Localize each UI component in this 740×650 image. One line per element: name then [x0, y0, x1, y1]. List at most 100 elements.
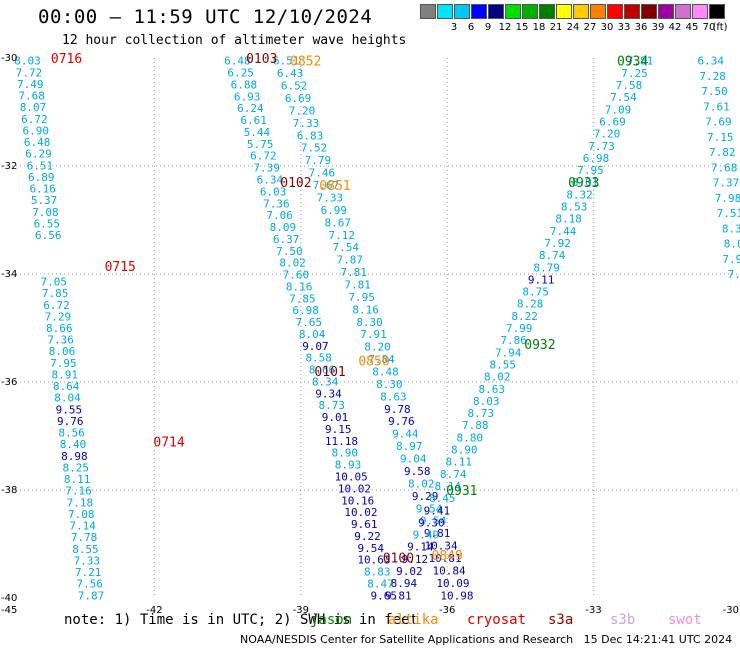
wave-height-value: 8.64: [53, 380, 80, 393]
legend-swatch: [556, 4, 572, 19]
legend-swatch: [675, 4, 691, 19]
wave-height-value: 8.83: [364, 566, 391, 579]
wave-height-value: 10.34: [425, 540, 458, 553]
wave-height-value: 9.54: [420, 515, 447, 528]
wave-height-value: 7.54: [332, 241, 359, 254]
legend-label: 45: [685, 22, 699, 33]
x-tick-label: -45: [1, 605, 17, 616]
legend-swatch: [590, 4, 606, 19]
wave-height-value: 7.29: [45, 310, 72, 323]
wave-height-value: 6.83: [297, 129, 324, 142]
wave-height-value: 6.37: [273, 233, 300, 246]
wave-height-value: 7.86: [500, 334, 527, 347]
wave-height-value: 6.25: [227, 67, 254, 80]
wave-height-value: 6.56: [35, 229, 62, 242]
wave-height-value: 8.30: [376, 378, 403, 391]
wave-height-value: 7.91: [360, 328, 387, 341]
legend-label: 33: [617, 22, 631, 33]
wave-height-value: 8.18: [555, 213, 582, 226]
wave-height-value: 8.06: [49, 345, 76, 358]
y-tick-label: -38: [1, 485, 17, 496]
wave-height-value: 7.33: [74, 554, 101, 567]
wave-height-value: 7.52: [301, 142, 328, 155]
wave-height-value: 7.95: [577, 164, 604, 177]
wave-height-value: 7.68: [18, 90, 45, 103]
wave-height-value: 8.66: [309, 364, 336, 377]
wave-height-value: 8.30: [356, 316, 383, 329]
wave-height-value: 7.09: [605, 103, 632, 116]
wave-height-value: 7.85: [289, 292, 316, 305]
pass-time-label: 0103: [246, 52, 277, 67]
satellite-key-jason: jason: [310, 612, 353, 628]
legend-label: 15: [515, 22, 529, 33]
legend-label: 24: [566, 22, 580, 33]
wave-height-value: 8.02: [279, 257, 306, 270]
wave-height-value: 7.81: [344, 278, 371, 291]
wave-height-value: 8.14: [435, 480, 462, 493]
wave-height-value: 8.53: [561, 201, 588, 214]
wave-height-value: 6.72: [21, 113, 48, 126]
wave-height-value: 7.7: [728, 268, 740, 281]
wave-height-value: 7.54: [610, 91, 637, 104]
satellite-key-swot: swot: [668, 612, 702, 628]
pass-time-label: 0100: [383, 552, 414, 567]
wave-height-value: 7.06: [266, 209, 293, 222]
wave-height-value: 6.98: [292, 304, 319, 317]
wave-height-value: 9.54: [416, 502, 443, 515]
legend-swatch: [505, 4, 521, 19]
wave-height-value: 6.34: [257, 174, 284, 187]
legend-swatch: [624, 4, 640, 19]
y-tick-label: -40: [1, 593, 17, 604]
wave-height-value: 8.07: [20, 101, 47, 114]
wave-height-value: 8.94: [391, 577, 418, 590]
wave-height-value: 7.81: [340, 266, 367, 279]
wave-height-value: 7.21: [75, 566, 102, 579]
wave-height-value: 9.81: [424, 527, 451, 540]
wave-height-value: 9.65: [371, 589, 398, 602]
wave-height-value: 7.44: [550, 225, 577, 238]
wave-height-value: 9.61: [351, 518, 378, 531]
wave-height-value: 8.40: [60, 438, 87, 451]
wave-height-value: 7.05: [40, 276, 67, 289]
wave-height-value: 7.94: [495, 346, 522, 359]
wave-height-value: 8.09: [270, 221, 297, 234]
wave-height-value: 8.11: [446, 456, 473, 469]
wave-height-value: 9.34: [315, 387, 342, 400]
wave-height-value: 8.73: [318, 399, 345, 412]
legend-label: 6: [467, 22, 475, 33]
wave-height-value: 8.55: [72, 543, 99, 556]
wave-height-value: 9.14: [407, 541, 434, 554]
pass-time-label: 0932: [524, 338, 555, 353]
wave-height-value: 7.73: [588, 140, 615, 153]
wave-height-value: 8.25: [63, 461, 90, 474]
wave-height-value: 8.04: [299, 328, 326, 341]
legend-swatch: [522, 4, 538, 19]
legend-swatch: [709, 4, 725, 19]
wave-height-value: 7.87: [336, 254, 363, 267]
satellite-key-s3a: s3a: [548, 612, 574, 628]
wave-height-value: 7.94: [722, 253, 740, 266]
wave-height-value: 7.50: [276, 245, 303, 258]
wave-height-value: 6.93: [234, 90, 261, 103]
credit-line: NOAA/NESDIS Center for Satellite Applica…: [240, 633, 733, 646]
pass-time-label: 0934: [617, 55, 648, 70]
wave-height-value: 9.02: [396, 565, 423, 578]
wave-height-value: 8.97: [396, 440, 423, 453]
wave-height-value: 9.30: [418, 516, 445, 529]
pass-labels: 0716 0715 0714 0103 0102 0101 0100 0852 0851 0850…: [51, 52, 649, 567]
legend-swatch: [471, 4, 487, 19]
y-tick-label: -32: [1, 161, 17, 172]
wave-height-value: 6.90: [23, 124, 50, 137]
legend-label: 36: [634, 22, 648, 33]
wave-height-value: 8.93: [335, 459, 362, 472]
wave-height-value: 8.91: [52, 368, 79, 381]
pass-time-label: 0851: [319, 179, 350, 194]
wave-height-value: 8.80: [457, 431, 484, 444]
wave-height-value: 11.18: [325, 435, 358, 448]
wave-height-value: 6.72: [250, 150, 277, 163]
wave-height-value: 8.58: [305, 352, 332, 365]
wave-height-value: 8.74: [539, 249, 566, 262]
x-tick-label: -30: [723, 605, 739, 616]
wave-height-value: 7.61: [703, 100, 730, 113]
wave-height-value: 6.69: [285, 92, 312, 105]
